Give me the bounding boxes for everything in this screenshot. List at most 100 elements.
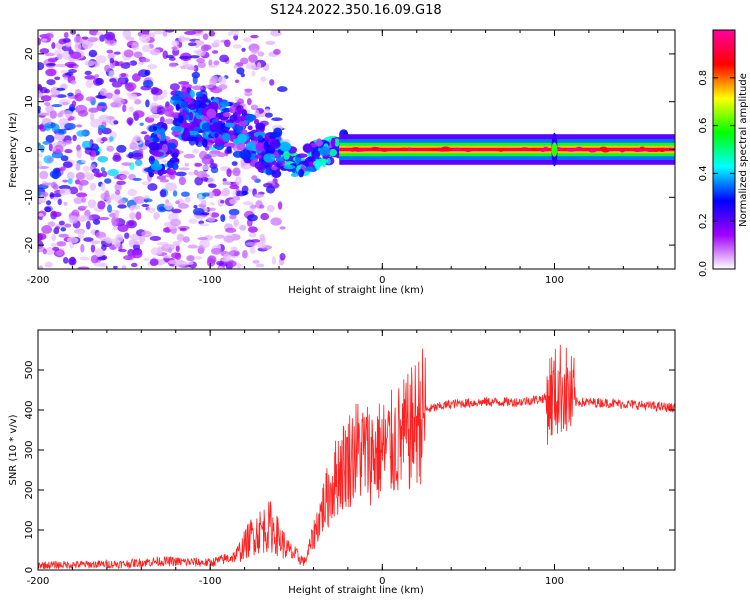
- spectrogram-noise-cell: [95, 77, 104, 86]
- spectrogram-carrier-peak: [659, 148, 666, 153]
- spectrogram-noise-cell: [79, 256, 90, 261]
- spectrogram-noise-cell: [75, 162, 81, 171]
- spectrogram-noise-cell: [77, 110, 89, 117]
- spectrogram-noise-cell: [201, 212, 210, 216]
- spectrogram-noise-cell: [96, 31, 103, 36]
- spectrogram-noise-cell: [162, 255, 173, 259]
- spectrogram-noise-cell: [56, 249, 64, 256]
- spectrogram-noise-cell: [64, 61, 77, 67]
- spectrogram-noise-cell: [41, 38, 48, 42]
- spectrogram-noise-cell: [208, 207, 216, 211]
- spectrogram-noise-cell: [230, 30, 239, 37]
- spectrogram-noise-cell: [168, 226, 176, 230]
- spectrogram-ridge-cell: [306, 156, 314, 162]
- spectrogram-noise-cell: [85, 96, 96, 102]
- spectrogram-noise-cell: [162, 89, 168, 98]
- spectrogram-noise-cell: [117, 199, 126, 205]
- spectrogram-ridge-cell: [236, 106, 242, 117]
- spectrogram-noise-cell: [97, 155, 108, 163]
- spectrogram-noise-cell: [109, 57, 115, 64]
- spectrogram-noise-cell: [202, 33, 209, 41]
- spectrogram-carrier-peak: [531, 147, 538, 152]
- spectrogram-noise-cell: [132, 110, 145, 118]
- spectrogram-noise-cell: [67, 92, 74, 97]
- spectrogram-noise-cell: [44, 101, 51, 106]
- spectrogram-noise-cell: [224, 39, 231, 48]
- spectrogram-noise-cell: [94, 74, 100, 78]
- spectrogram-noise-cell: [250, 34, 259, 39]
- spectrogram-ridge-cell: [170, 125, 183, 132]
- spectrogram-noise-cell: [47, 157, 53, 163]
- spectrogram-ridge-cell: [302, 143, 313, 153]
- snr-x-tick-label: -200: [27, 576, 50, 587]
- snr-y-tick-label: 500: [24, 360, 35, 379]
- spectrogram-ridge-cell: [298, 168, 304, 178]
- spectrogram-ridge-cell: [328, 148, 338, 157]
- spectrogram-noise-cell: [38, 62, 45, 71]
- spectrogram-noise-cell: [116, 144, 127, 153]
- spectrogram-noise-cell: [78, 179, 89, 186]
- spectrogram-ridge-cell: [241, 109, 248, 116]
- spectrogram-noise-cell: [68, 106, 76, 112]
- spectrogram-noise-cell: [104, 64, 111, 73]
- spectrogram-noise-cell: [62, 161, 73, 168]
- spectrogram-noise-cell: [90, 254, 99, 264]
- spectrogram-ridge-cell: [186, 136, 197, 142]
- spectrogram-noise-cell: [42, 140, 51, 145]
- spectrogram-noise-cell: [88, 49, 98, 58]
- spectrogram-noise-cell: [257, 51, 265, 57]
- spectrogram-noise-cell: [189, 55, 200, 59]
- spectrogram-carrier-peak: [465, 148, 472, 153]
- spectrogram-noise-cell: [180, 191, 190, 197]
- spectrogram-noise-cell: [220, 200, 225, 204]
- spectrogram-ridge-cell: [228, 106, 237, 114]
- spectrogram-noise-cell: [76, 149, 82, 159]
- spectrogram-noise-cell: [138, 61, 144, 65]
- spectrogram-noise-cell: [72, 134, 77, 142]
- colorbar-tick-label: 0.8: [698, 70, 709, 86]
- spectrogram-noise-cell: [39, 48, 50, 54]
- snr-series-line: [38, 344, 675, 570]
- spectrogram-noise-cell: [114, 89, 121, 95]
- spectrogram-ridge-cell: [152, 136, 160, 143]
- spectrogram-noise-cell: [63, 201, 68, 206]
- spectrogram-ridge-cell: [152, 151, 164, 157]
- spectrogram-noise-cell: [114, 183, 122, 192]
- spectrogram-noise-cell: [225, 227, 237, 233]
- spectrogram-noise-cell: [97, 124, 106, 132]
- spectrogram-noise-cell: [276, 86, 288, 93]
- spectrogram-noise-cell: [71, 100, 77, 108]
- spectrogram-noise-cell: [228, 208, 240, 216]
- spectrogram-x-tick-label: -200: [27, 275, 50, 286]
- spectrogram-noise-cell: [112, 154, 122, 162]
- spectrogram-noise-cell: [256, 62, 262, 69]
- spectrogram-carrier-peak: [601, 149, 610, 153]
- spectrogram-noise-cell: [279, 253, 286, 261]
- spectrogram-noise-cell: [63, 76, 68, 80]
- spectrogram-noise-cell: [246, 98, 252, 106]
- spectrogram-noise-cell: [58, 185, 71, 190]
- spectrogram-noise-cell: [84, 147, 92, 151]
- spectrogram-carrier-peak: [619, 149, 625, 153]
- spectrogram-noise-cell: [121, 162, 132, 166]
- spectrogram-noise-cell: [160, 159, 168, 164]
- spectrogram-ridge-cell: [270, 166, 278, 171]
- spectrogram-noise-cell: [60, 155, 69, 162]
- spectrogram-noise-cell: [53, 196, 58, 201]
- spectrogram-noise-cell: [100, 183, 106, 192]
- spectrogram-noise-cell: [236, 67, 245, 75]
- spectrogram-noise-cell: [217, 152, 226, 158]
- spectrogram-ridge-cell: [166, 169, 177, 176]
- spectrogram-carrier-peak: [452, 147, 462, 151]
- spectrogram-noise-cell: [90, 112, 95, 121]
- spectrogram-noise-cell: [150, 86, 159, 95]
- spectrogram-noise-cell: [141, 230, 152, 238]
- spectrogram-ridge-cell: [265, 167, 273, 176]
- spectrogram-noise-cell: [134, 159, 143, 167]
- spectrogram-ridge-cell: [263, 153, 276, 163]
- spectrogram-noise-cell: [38, 265, 43, 269]
- spectrogram-noise-cell: [70, 80, 77, 85]
- spectrogram-ridge-cell: [158, 169, 168, 175]
- colorbar-tick-label: 0.4: [698, 165, 709, 181]
